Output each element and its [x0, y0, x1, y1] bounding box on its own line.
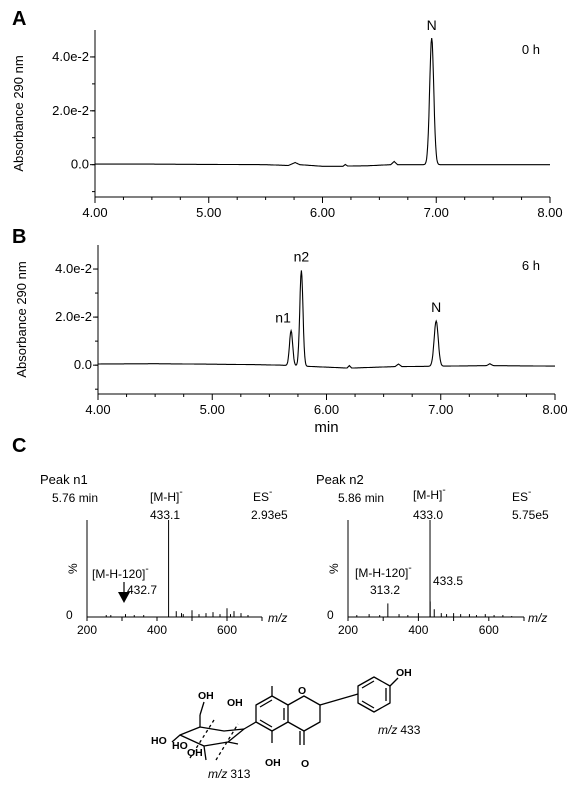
ms-xlabel-n2: m/z — [528, 611, 547, 625]
label-oh-a-bottom: OH — [265, 757, 281, 769]
bond-c-b — [319, 693, 359, 706]
y-tick-label-b: 0.0 — [74, 357, 92, 372]
structure-labels: OH OH O OH HO HO OH OH O m/z 433 m/z 313 — [151, 667, 421, 781]
time-label-6h: 6 h — [522, 258, 540, 273]
x-tick-label-a: 4.00 — [82, 205, 107, 220]
ms-mode-n1: ES- — [253, 487, 272, 504]
x-tick-label-a: 8.00 — [537, 205, 562, 220]
ring-a — [255, 695, 289, 732]
y-axis-label-a: Absorbance 290 nm — [11, 55, 26, 171]
ms-frag-mz-n1: 432.7 — [127, 583, 157, 597]
label-ho-sugar: HO — [151, 735, 167, 747]
ms-mh-mz-n2: 433.0 — [413, 508, 443, 522]
label-oh-sugar-mid: OH — [187, 747, 203, 759]
ms-x-tick-label-n1: 400 — [147, 623, 167, 637]
sugar-bond-ho — [171, 734, 181, 743]
panel-letter-a: A — [12, 8, 26, 30]
ms-mh-label-n2: [M-H]- — [413, 485, 446, 502]
ms-xlabel-n1: m/z — [268, 611, 287, 625]
ms-mh-label-n1: [M-H]- — [150, 487, 183, 504]
ms-x-tick-label-n1: 600 — [217, 623, 237, 637]
ms-title-n2: Peak n2 — [316, 472, 364, 487]
ms-time-n2: 5.86 min — [338, 491, 384, 505]
y-tick-label-a: 2.0e-2 — [52, 103, 89, 118]
x-tick-label-a: 5.00 — [196, 205, 221, 220]
x-tick-label-b: 7.00 — [428, 402, 453, 417]
chromatogram-b: 4.00 5.00 6.00 7.00 8.00 0.0 2.0e-2 4.0e-2 Absor… — [14, 245, 568, 436]
x-tick-label-a: 6.00 — [310, 205, 335, 220]
label-oh-b: OH — [396, 667, 412, 679]
ring-a-double-bonds — [259, 699, 285, 728]
ms-ylabel-n1: % — [66, 563, 80, 574]
cleavage-line-2 — [215, 723, 239, 761]
ms-x-tick-label-n2: 200 — [338, 623, 358, 637]
label-mz-433: m/z 433 — [378, 723, 421, 737]
peak-label-n2: n2 — [294, 249, 310, 265]
ms-ytick-0-n1: 0 — [66, 608, 73, 622]
ms-title-n1: Peak n1 — [40, 472, 88, 487]
trace-a — [95, 38, 550, 167]
ring-b — [357, 676, 391, 713]
ring-b-double-bonds — [361, 680, 387, 709]
ms-intensity-n2: 5.75e5 — [512, 508, 549, 522]
panel-letter-c: C — [12, 435, 26, 457]
sugar-bond-ch2oh — [199, 701, 205, 716]
peak-label-N: N — [427, 17, 437, 33]
x-tick-label-a: 7.00 — [424, 205, 449, 220]
ms-mode-n2: ES- — [512, 487, 531, 504]
ms-ytick-0-n2: 0 — [327, 608, 334, 622]
ms-ylabel-n2: % — [327, 563, 341, 574]
ms-iso-mz-n2: 433.5 — [433, 574, 463, 588]
chromatogram-a: 4.00 5.00 6.00 7.00 8.00 0.0 2.0e-2 4.0e-2 Absor… — [11, 17, 563, 220]
sugar-bond-ring-o — [227, 741, 239, 745]
fragment-arrow — [118, 592, 130, 603]
bond-a-sugar — [243, 721, 257, 730]
trace-b — [98, 270, 555, 369]
ms-frag-label-n2: [M-H-120]- — [355, 563, 412, 580]
y-tick-label-b: 4.0e-2 — [55, 261, 92, 276]
x-axis-label-b: min — [314, 419, 338, 436]
y-tick-label-b: 2.0e-2 — [55, 309, 92, 324]
label-oh-a-top: OH — [227, 697, 243, 709]
ms-x-tick-label-n1: 200 — [77, 623, 97, 637]
ms-time-n1: 5.76 min — [52, 491, 98, 505]
y-tick-label-a: 4.0e-2 — [52, 49, 89, 64]
label-mz-313: m/z 313 — [208, 767, 251, 781]
ms-x-tick-label-n2: 600 — [479, 623, 499, 637]
label-oh-sugar-top: OH — [198, 690, 214, 702]
sugar-bond-oh — [203, 745, 207, 761]
y-axis-label-b: Absorbance 290 nm — [14, 261, 29, 377]
x-tick-label-b: 4.00 — [85, 402, 110, 417]
peak-label-n1: n1 — [275, 309, 291, 325]
ms-mh-mz-n1: 433.1 — [150, 508, 180, 522]
time-label-0h: 0 h — [522, 42, 540, 57]
x-tick-label-b: 8.00 — [542, 402, 567, 417]
ms-x-tick-label-n2: 400 — [408, 623, 428, 637]
panel-letter-b: B — [12, 226, 26, 248]
x-tick-label-b: 5.00 — [200, 402, 225, 417]
chemical-structure — [171, 676, 399, 761]
ring-c — [287, 695, 321, 732]
mass-spectrum-n2: Peak n2 5.86 min [M-H]- 433.0 ES- 5.75e5… — [316, 472, 549, 637]
bond-b-oh — [389, 677, 399, 687]
label-ho-left: HO — [172, 740, 188, 752]
ms-frag-label-n1: [M-H-120]- — [92, 564, 149, 581]
label-o-carbonyl: O — [301, 758, 309, 770]
peak-label-N: N — [431, 299, 441, 315]
ms-frag-mz-n2: 313.2 — [370, 583, 400, 597]
cleavage-line-1 — [189, 719, 215, 759]
label-o-ring: O — [298, 685, 306, 697]
x-tick-label-b: 6.00 — [314, 402, 339, 417]
ms-intensity-n1: 2.93e5 — [251, 508, 288, 522]
y-tick-label-a: 0.0 — [71, 157, 89, 172]
mass-spectrum-n1: Peak n1 5.76 min [M-H]- 433.1 ES- 2.93e5… — [40, 472, 288, 637]
